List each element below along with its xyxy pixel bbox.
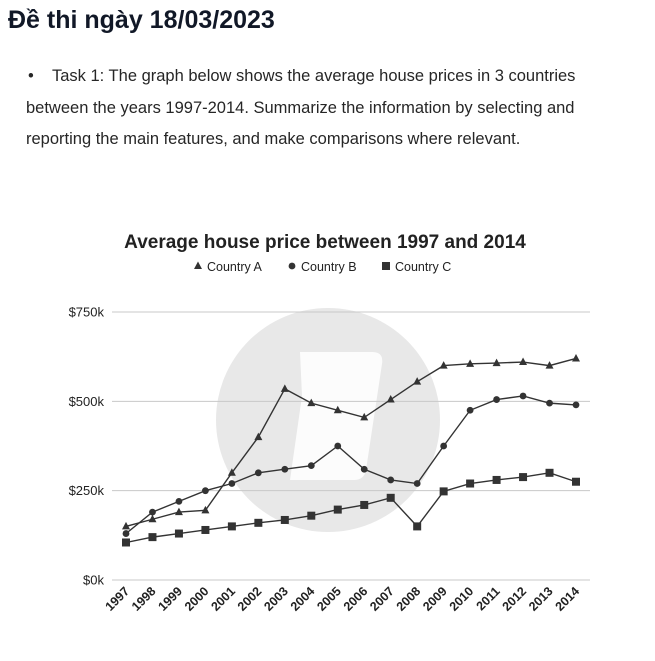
data-point [227, 522, 236, 531]
watermark-logo [216, 308, 440, 532]
data-point [545, 468, 554, 477]
x-tick-label: 2008 [394, 584, 424, 614]
data-point [572, 353, 580, 362]
data-point [334, 442, 342, 450]
legend-label: Country B [301, 260, 357, 274]
data-point [519, 392, 527, 400]
data-point [386, 395, 395, 403]
x-tick-label: 2005 [314, 584, 344, 614]
x-tick-label: 2010 [447, 584, 477, 614]
data-point [360, 465, 368, 473]
data-point [413, 377, 422, 385]
data-point [254, 469, 262, 477]
bullet-icon: • [28, 67, 34, 85]
data-point [307, 462, 315, 470]
y-tick-label: $500k [69, 394, 105, 409]
data-point [307, 511, 316, 520]
data-point [201, 525, 210, 534]
chart-series [122, 353, 580, 547]
data-point [202, 487, 209, 495]
data-point [386, 493, 395, 502]
data-point [439, 361, 448, 369]
data-point [466, 406, 474, 414]
x-tick-label: 2009 [420, 584, 450, 614]
page-title: Đề thi ngày 18/03/2023 [8, 6, 275, 34]
data-point [254, 432, 263, 441]
data-point [545, 361, 554, 369]
data-point [148, 533, 157, 542]
legend-label: Country C [395, 260, 451, 274]
data-point [280, 384, 289, 392]
x-tick-label: 2000 [182, 584, 212, 614]
chart-legend: Country A Country B Country C [194, 260, 451, 274]
series-country-c [122, 468, 580, 547]
x-tick-label: 2014 [553, 584, 583, 614]
data-point [439, 487, 448, 496]
data-point [492, 358, 501, 367]
series-line [125, 472, 577, 544]
data-point [519, 473, 528, 482]
data-point [174, 507, 183, 516]
y-tick-label: $0k [83, 573, 104, 588]
data-point [333, 505, 342, 514]
data-point [493, 396, 500, 403]
data-point [122, 521, 130, 530]
series-country-b [122, 392, 580, 537]
x-tick-label: 2003 [261, 584, 291, 614]
data-point [492, 475, 501, 484]
data-point [228, 480, 236, 487]
data-point [122, 530, 130, 537]
x-tick-label: 2002 [235, 584, 265, 614]
legend-marker-circle [288, 262, 296, 270]
data-point [148, 514, 157, 523]
legend-marker-square [382, 262, 390, 270]
data-point [149, 508, 156, 516]
data-point [175, 497, 183, 505]
data-point [413, 522, 422, 531]
x-tick-label: 1997 [103, 584, 133, 614]
x-tick-label: 2011 [474, 584, 503, 613]
data-point [572, 477, 580, 486]
series-country-a [122, 353, 580, 530]
data-point [281, 465, 289, 473]
chart-grid [112, 311, 590, 581]
data-point [466, 479, 475, 488]
data-point [227, 468, 236, 476]
data-point [333, 405, 342, 414]
data-point [360, 500, 369, 509]
task-description: • Task 1: The graph below shows the avera… [26, 61, 626, 156]
x-tick-label: 2001 [208, 584, 238, 614]
legend-label: Country A [207, 260, 263, 274]
data-point [280, 515, 289, 524]
task-text: Task 1: The graph below shows the averag… [26, 67, 576, 148]
series-line [125, 357, 577, 528]
data-point [254, 518, 263, 527]
y-tick-label: $250k [69, 483, 105, 498]
data-point [307, 398, 316, 407]
data-point [201, 505, 210, 514]
x-tick-label: 2012 [500, 584, 530, 614]
data-point [466, 359, 475, 367]
x-tick-label: 2004 [288, 584, 318, 614]
data-point [572, 401, 580, 409]
x-tick-label: 2007 [367, 584, 397, 614]
x-tick-label: 1998 [129, 584, 159, 614]
series-line [125, 395, 577, 535]
data-point [360, 412, 369, 421]
data-point [519, 357, 528, 366]
x-axis-ticks: 1997199819992000200120022003200420052006… [103, 584, 583, 614]
data-point [122, 538, 130, 547]
x-tick-label: 2006 [341, 584, 371, 614]
data-point [387, 476, 395, 484]
data-point [413, 480, 421, 487]
data-point [174, 529, 183, 538]
x-tick-label: 2013 [526, 584, 556, 614]
y-axis-ticks: $0k $250k $500k $750k [69, 305, 105, 588]
y-tick-label: $750k [69, 305, 105, 320]
legend-marker-triangle [194, 261, 202, 269]
x-tick-label: 1999 [155, 584, 185, 614]
chart-title: Average house price between 1997 and 201… [124, 232, 526, 253]
data-point [440, 442, 448, 450]
data-point [546, 399, 553, 407]
